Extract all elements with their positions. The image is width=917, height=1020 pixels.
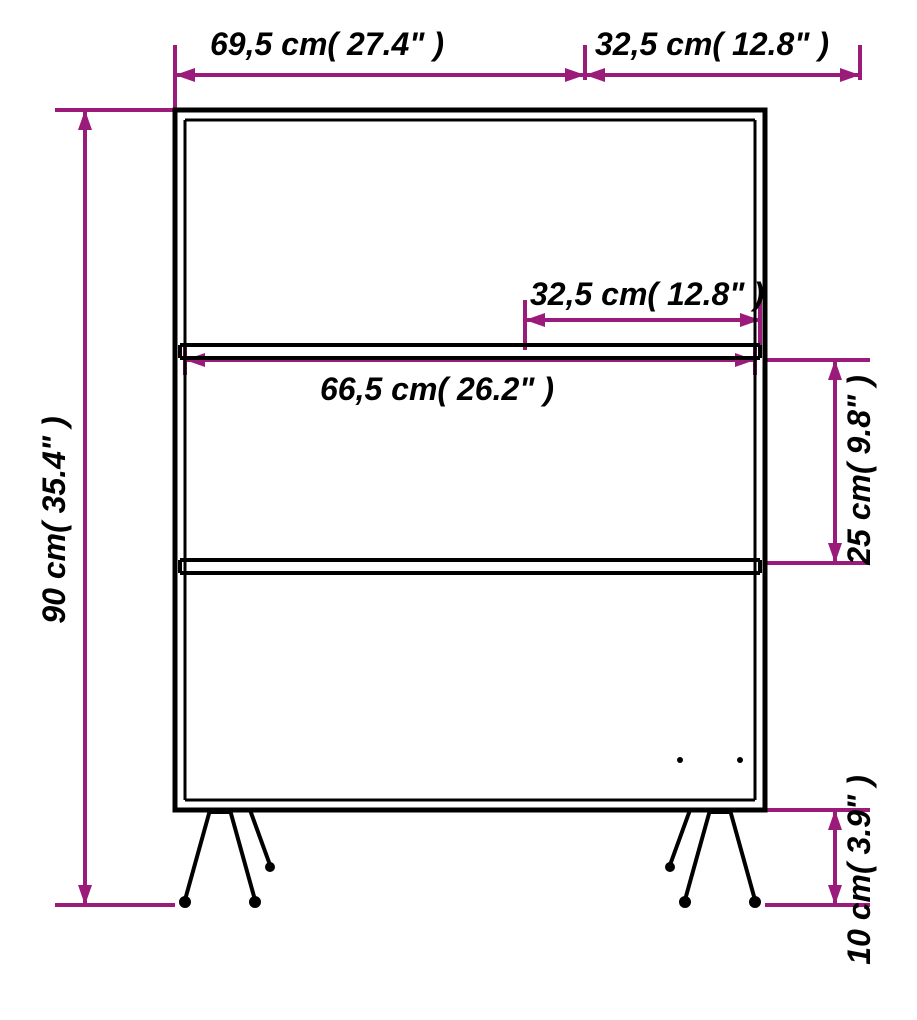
leg-front-left bbox=[181, 810, 259, 906]
shelf-2 bbox=[180, 560, 760, 573]
label-shelf-width: 66,5 cm( 26.2" ) bbox=[320, 371, 554, 407]
label-shelf-depth: 32,5 cm( 12.8" ) bbox=[530, 276, 764, 312]
dimension-diagram: 69,5 cm( 27.4" ) 32,5 cm( 12.8" ) 32,5 c… bbox=[0, 0, 917, 1020]
mounting-hole bbox=[737, 757, 743, 763]
dim-total-height bbox=[55, 110, 175, 905]
leg-front-right bbox=[681, 810, 759, 906]
shelf-1 bbox=[180, 345, 760, 358]
label-total-width: 69,5 cm( 27.4" ) bbox=[210, 26, 444, 62]
leg-back-right bbox=[667, 810, 690, 870]
dimension-labels: 69,5 cm( 27.4" ) 32,5 cm( 12.8" ) 32,5 c… bbox=[36, 26, 877, 965]
label-depth-top: 32,5 cm( 12.8" ) bbox=[595, 26, 829, 62]
bookcase bbox=[175, 110, 765, 906]
label-total-height: 90 cm( 35.4" ) bbox=[36, 416, 72, 623]
label-shelf-gap: 25 cm( 9.8" ) bbox=[841, 375, 877, 565]
label-leg-height: 10 cm( 3.9" ) bbox=[841, 775, 877, 964]
leg-back-left bbox=[250, 810, 273, 870]
legs bbox=[181, 810, 759, 906]
outer-frame bbox=[175, 110, 765, 810]
mounting-hole bbox=[677, 757, 683, 763]
